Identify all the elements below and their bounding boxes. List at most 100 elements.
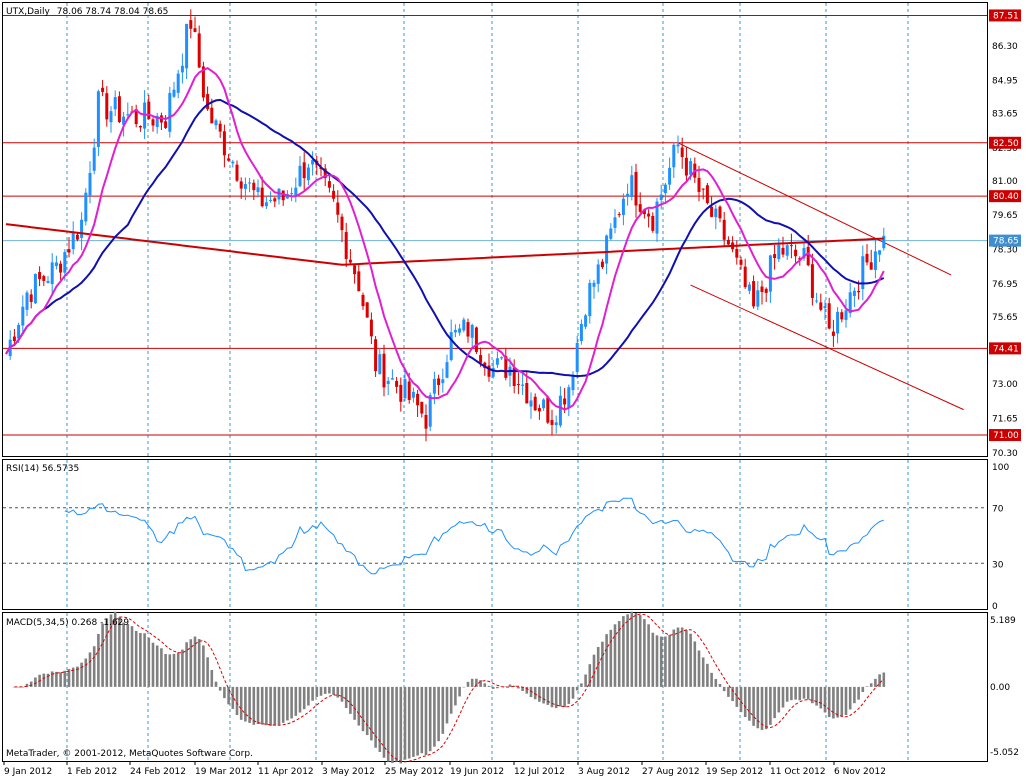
candle-body-155 [655, 201, 659, 234]
macd-bar-139 [588, 664, 592, 687]
candle-body-89 [378, 354, 382, 375]
macd-bar-105 [445, 686, 449, 724]
macd-bar-124 [525, 686, 529, 694]
candle-body-190 [802, 248, 806, 259]
macd-bar-112 [475, 678, 478, 687]
macd-bar-28 [122, 622, 125, 687]
macd-bar-181 [764, 686, 768, 730]
price-channel [677, 142, 964, 411]
macd-bar-3 [17, 686, 20, 688]
macd-bar-88 [374, 686, 377, 748]
macd-bar-35 [151, 642, 155, 687]
candle-body-132 [558, 395, 562, 426]
candle-body-68 [290, 193, 294, 195]
macd-bar-158 [668, 634, 671, 687]
x-tick-label-12: 11 Oct 2012 [770, 767, 826, 777]
candle-body-58 [248, 182, 252, 184]
macd-bar-172 [727, 686, 730, 697]
candle-body-123 [521, 384, 525, 386]
macd-bar-113 [479, 680, 482, 687]
candle-body-196 [827, 303, 831, 329]
candle-body-169 [714, 208, 718, 218]
candle-body-49 [210, 107, 214, 124]
candle-body-107 [453, 329, 457, 333]
macd-bar-31 [134, 630, 138, 687]
macd-bar-128 [542, 686, 545, 704]
candle-body-113 [479, 355, 483, 363]
macd-bar-107 [454, 686, 457, 706]
candle-body-45 [193, 28, 197, 32]
candle-body-79 [336, 202, 340, 215]
macd-bar-198 [836, 686, 839, 718]
candle-body-24 [105, 93, 109, 120]
candle-body-128 [542, 399, 546, 409]
macd-bar-137 [580, 683, 583, 687]
price-tick-label-1: 84.95 [992, 77, 1018, 87]
macd-bar-170 [718, 684, 722, 687]
candle-body-144 [609, 228, 613, 239]
candle-body-206 [869, 262, 873, 270]
candle-body-116 [491, 367, 495, 377]
candle-body-133 [563, 398, 567, 405]
macd-bar-157 [664, 636, 667, 687]
macd-series [13, 611, 886, 764]
macd-bar-101 [428, 686, 432, 752]
macd-bar-126 [533, 686, 537, 700]
candle-body-127 [537, 408, 541, 412]
level-tag-label-3: 74.41 [993, 344, 1019, 354]
macd-bar-93 [395, 686, 398, 762]
macd-bar-127 [538, 686, 541, 702]
candle-body-201 [848, 292, 852, 314]
candle-body-122 [516, 384, 520, 386]
macd-tick-label-0: 5.189 [990, 616, 1016, 626]
price-tick-label-2: 83.65 [992, 110, 1018, 120]
candle-body-153 [647, 213, 651, 217]
macd-bar-98 [416, 686, 419, 756]
candle-body-72 [306, 167, 310, 181]
rsi-title: RSI(14) 56.5735 [6, 464, 79, 474]
candle-body-57 [243, 184, 247, 189]
macd-bar-41 [176, 652, 180, 687]
macd-bar-82 [349, 686, 352, 714]
macd-bar-171 [722, 686, 726, 692]
rsi-panel [2, 459, 988, 610]
macd-bar-53 [227, 686, 230, 705]
macd-bar-133 [563, 686, 566, 708]
macd-bar-131 [554, 686, 558, 709]
candle-body-41 [176, 73, 180, 93]
channel-lower-line [690, 284, 964, 411]
macd-bar-144 [609, 629, 613, 687]
macd-bar-36 [155, 645, 159, 687]
candle-body-84 [357, 271, 361, 292]
macd-bar-94 [399, 686, 403, 764]
macd-tick-label-1: 0.00 [990, 683, 1010, 693]
candle-body-70 [298, 165, 302, 187]
macd-bar-176 [743, 686, 747, 718]
candle-body-115 [487, 365, 491, 377]
candle-body-145 [613, 217, 617, 228]
macd-bar-108 [458, 686, 461, 697]
macd-title: MACD(5,34,5) 0.268 -1.629 [6, 618, 129, 628]
macd-bar-24 [105, 618, 109, 687]
candle-body-60 [256, 187, 260, 193]
candle-body-150 [634, 171, 638, 206]
candle-body-185 [781, 247, 785, 255]
candles [8, 9, 886, 442]
candle-body-16 [71, 231, 75, 250]
candle-body-189 [798, 258, 802, 260]
candle-body-15 [67, 249, 71, 253]
x-tick-label-3: 19 Mar 2012 [195, 767, 252, 777]
ma-fast-line [5, 66, 885, 411]
candle-body-96 [407, 381, 411, 400]
candle-body-97 [411, 391, 415, 398]
candle-body-143 [605, 235, 609, 264]
x-tick-label-11: 19 Sep 2012 [706, 767, 763, 777]
macd-bar-166 [701, 657, 705, 687]
macd-bar-193 [815, 686, 818, 706]
macd-bar-109 [462, 686, 466, 688]
level-tag-label-0: 87.51 [993, 11, 1019, 21]
macd-bar-132 [559, 686, 562, 707]
macd-panel [2, 612, 988, 762]
price-tick-label-11: 71.65 [992, 415, 1018, 425]
